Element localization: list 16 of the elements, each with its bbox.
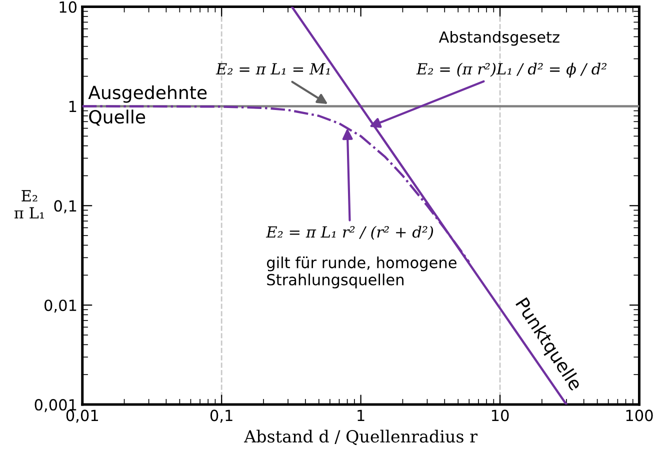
x-tick-label: 10 bbox=[492, 410, 509, 422]
annotation: E₂ = (π r²)L₁ / d² = ϕ / d² bbox=[416, 62, 607, 78]
annotation: E₂ = π L₁ r² / (r² + d²) bbox=[266, 226, 434, 240]
annotation: E₂ = π L₁ = M₁ bbox=[216, 63, 330, 74]
x-axis-title: Abstand d / Quellenradius r bbox=[244, 430, 478, 446]
annotation: Abstandsgesetz bbox=[438, 30, 560, 46]
y-tick-label: 10 bbox=[60, 1, 76, 13]
y-tick-label: 0,1 bbox=[54, 200, 76, 214]
x-tick-label: 0,1 bbox=[210, 410, 232, 423]
y-tick-label: 0,01 bbox=[44, 300, 76, 313]
x-tick-label: 1 bbox=[358, 410, 364, 422]
series-label: Ausgedehnte Quelle bbox=[88, 85, 207, 126]
y-tick-label: 1 bbox=[69, 100, 76, 112]
y-axis-title: E₂ π L₁ bbox=[14, 190, 44, 218]
x-tick-label: 100 bbox=[626, 410, 653, 422]
annotation: gilt für runde, homogene Strahlungsquellen bbox=[266, 256, 456, 288]
